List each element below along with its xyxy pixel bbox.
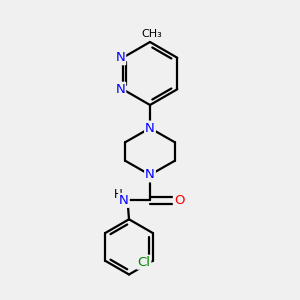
Text: N: N <box>116 51 125 64</box>
Text: H: H <box>113 188 122 201</box>
Text: O: O <box>174 194 184 207</box>
Text: Cl: Cl <box>137 256 150 269</box>
Text: N: N <box>145 168 155 182</box>
Text: N: N <box>145 122 155 135</box>
Text: CH₃: CH₃ <box>141 28 162 39</box>
Text: N: N <box>116 83 125 96</box>
Text: N: N <box>119 194 129 207</box>
